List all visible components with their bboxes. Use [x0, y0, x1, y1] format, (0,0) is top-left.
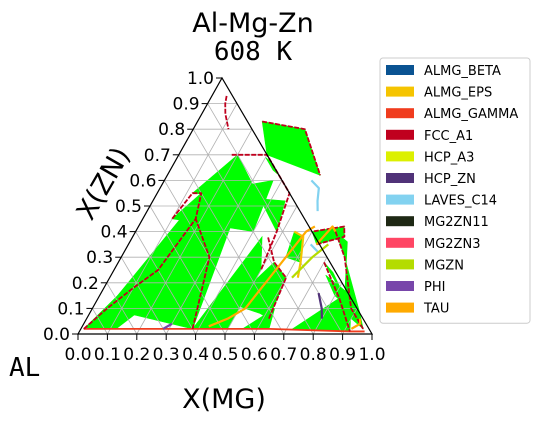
boundary-laves-c14-15: [309, 243, 319, 253]
grid-line: [149, 205, 226, 335]
x-tick-label: 0.9: [329, 345, 356, 365]
x-tick-label: 0.2: [123, 345, 150, 365]
boundary-fcc-a1-1: [83, 192, 203, 330]
boundary-tau-11: [208, 225, 316, 328]
y-tick-label: 1.0: [187, 69, 214, 89]
legend-swatch: [386, 216, 414, 227]
legend-swatch: [386, 65, 414, 75]
y-tick-label: 0.1: [57, 299, 84, 319]
y-tick-label: 0.9: [173, 95, 200, 115]
legend-swatch: [386, 259, 414, 270]
legend-swatch: [386, 281, 414, 291]
plot-area: 0.0 0.1 0.2 0.3 0.4 0.5 0.6 0.7 0.8 0.9 1.0 0.00.1…: [43, 69, 386, 365]
y-tick-label: 0.4: [101, 223, 128, 243]
legend-label: HCP_A3: [424, 150, 474, 165]
boundary-fcc-a1-5: [224, 95, 230, 130]
legend-label: MG2ZN11: [424, 215, 489, 230]
boundary-tau-12: [315, 225, 337, 246]
grid-line: [135, 231, 196, 335]
x-tick-label: 0.5: [211, 345, 238, 365]
boundary-fcc-a1-6: [267, 236, 287, 319]
legend-label: HCP_ZN: [424, 172, 476, 187]
boundary-laves-c14-14: [310, 179, 320, 212]
legend-label: PHI: [424, 280, 445, 295]
y-tick-label: 0.7: [144, 146, 171, 166]
legend-label: LAVES_C14: [424, 194, 497, 209]
x-tick-label: 0.0: [64, 345, 91, 365]
grid-line: [283, 257, 328, 335]
y-tick-label: 0.8: [158, 120, 185, 140]
corner-label-al: AL: [9, 353, 40, 383]
legend-box: [379, 57, 531, 324]
y-tick-label: 0.3: [86, 248, 113, 268]
y-axis-ticks: 0.0 0.1 0.2 0.3 0.4 0.5 0.6 0.7 0.8 0.9 1.0: [43, 69, 222, 345]
boundary-hcp-zn-17: [317, 292, 323, 319]
grid-line: [120, 256, 167, 335]
tie-line-region-4: [261, 121, 321, 176]
legend-label: ALMG_EPS: [424, 86, 492, 101]
boundary-fcc-a1-7: [311, 225, 346, 246]
legend-label: FCC_A1: [424, 129, 473, 144]
legend-label: ALMG_GAMMA: [424, 107, 518, 122]
x-tick-label: 0.6: [241, 345, 268, 365]
boundary-fcc-a1-4: [262, 120, 322, 176]
legend-swatch: [386, 237, 414, 248]
legend-swatch: [386, 194, 414, 205]
boundary-phi-18: [162, 322, 173, 330]
legend: ALMG_BETA ALMG_EPS ALMG_GAMMA FCC_A1 HCP_A3 H…: [379, 57, 531, 324]
boundary-almg-gamma-0: [83, 327, 365, 333]
x-tick-label: 0.3: [153, 345, 180, 365]
boundary-fcc-a1-8: [323, 261, 351, 332]
grid-line: [165, 154, 268, 335]
legend-swatch: [386, 108, 414, 119]
legend-label: MGZN: [424, 258, 464, 273]
grid-line: [342, 308, 358, 335]
legend-swatch: [386, 302, 414, 313]
boundary-fcc-a1-9: [334, 231, 364, 330]
y-tick-label: 0.2: [72, 274, 99, 294]
x-tick-label: 0.7: [270, 345, 297, 365]
grid-line: [106, 282, 138, 335]
x-tick-label: 0.1: [94, 345, 121, 365]
chart-title: Al-Mg-Zn: [192, 8, 314, 39]
x-tick-label: 0.4: [182, 345, 209, 365]
chart-subtitle: 608 K: [214, 37, 293, 67]
legend-swatch: [386, 129, 414, 140]
legend-label: TAU: [423, 302, 449, 317]
x-tick-label: 1.0: [358, 345, 385, 365]
boundary-mgzn-16: [291, 243, 330, 279]
x-axis-ticks: 0.0 0.1 0.2 0.3 0.4 0.5 0.6 0.7 0.8 0.9 1.0: [64, 334, 386, 365]
tie-line-region-12: [334, 230, 364, 330]
y-tick-label: 0.5: [115, 197, 142, 217]
y-tick-label: 0.6: [129, 171, 156, 191]
grid-lines: [92, 103, 358, 335]
legend-swatch: [386, 173, 414, 183]
grid-line: [107, 103, 238, 335]
grid-line: [178, 154, 285, 335]
y-tick-label: 0.0: [43, 325, 70, 345]
legend-label: MG2ZN3: [424, 237, 480, 252]
legend-swatch: [386, 151, 414, 162]
legend-swatch: [386, 86, 414, 97]
x-axis-label: X(MG): [182, 384, 266, 415]
boundary-tau-13: [350, 318, 362, 330]
grid-line: [192, 128, 314, 335]
x-tick-label: 0.8: [300, 345, 327, 365]
boundary-fcc-a1-2: [191, 218, 211, 330]
legend-label: ALMG_BETA: [424, 64, 501, 79]
